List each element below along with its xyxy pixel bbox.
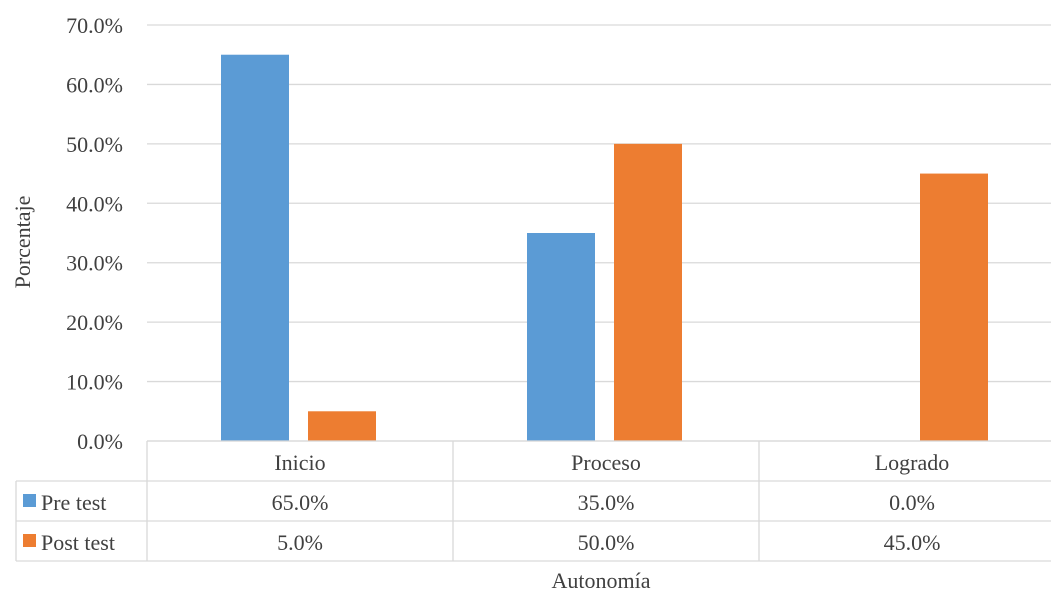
data-table: Inicio Proceso Logrado Pre test 65.0% 35.0% 0.…	[15, 440, 1051, 562]
data-label: 35.0%	[578, 490, 635, 515]
y-tick-label: 0.0%	[77, 429, 123, 454]
x-tick-label: Logrado	[875, 450, 950, 475]
data-label: 65.0%	[272, 490, 329, 515]
y-tick-label: 50.0%	[66, 132, 123, 157]
y-tick-label: 40.0%	[66, 191, 123, 216]
y-tick-label: 30.0%	[66, 251, 123, 276]
data-label: 0.0%	[889, 490, 935, 515]
y-axis-label: Porcentaje	[10, 196, 35, 289]
x-tick-label: Proceso	[571, 450, 641, 475]
x-tick-label: Inicio	[274, 450, 325, 475]
bar-pre-test-proceso	[527, 233, 595, 441]
data-label: 5.0%	[277, 530, 323, 555]
bar-pre-test-inicio	[221, 54, 289, 441]
y-tick-label: 60.0%	[66, 72, 123, 97]
y-tick-label: 20.0%	[66, 310, 123, 335]
y-tick-label: 10.0%	[66, 370, 123, 395]
gridlines	[147, 24, 1051, 442]
y-tick-label: 70.0%	[66, 13, 123, 38]
bars	[221, 54, 988, 442]
x-axis-label: Autonomía	[552, 568, 651, 591]
legend-label: Pre test	[41, 490, 106, 515]
bar-post-test-logrado	[920, 173, 988, 442]
legend-swatch	[23, 534, 36, 547]
data-label: 45.0%	[884, 530, 941, 555]
legend-swatch	[23, 494, 36, 507]
data-label: 50.0%	[578, 530, 635, 555]
bar-post-test-proceso	[614, 143, 682, 441]
y-axis-ticks: 0.0% 10.0% 20.0% 30.0% 40.0% 50.0% 60.0% 70.0%	[66, 13, 123, 454]
legend-label: Post test	[41, 530, 115, 555]
bar-post-test-inicio	[308, 411, 376, 441]
